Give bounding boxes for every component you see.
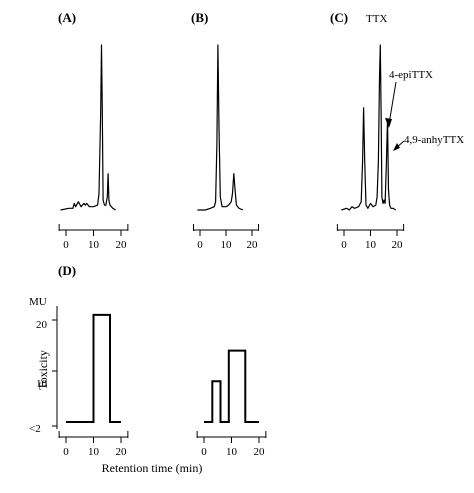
y-tick-label-20: 20 xyxy=(36,319,48,331)
anhyttx-arrowhead xyxy=(393,143,400,151)
toxicity-axis-title: Toxicity xyxy=(36,350,50,390)
panel-a-x-tick-label-10: 10 xyxy=(88,239,100,251)
panel-a-label: (A) xyxy=(58,10,76,25)
panel-b-x-tick-label-10: 10 xyxy=(221,239,233,251)
toxicity-unit: MU xyxy=(29,296,47,308)
panel-b-trace xyxy=(197,44,244,211)
panel-c-x-tick-label-10: 10 xyxy=(365,239,377,251)
toxicity-y-axis xyxy=(52,306,58,429)
epittx-arrowhead xyxy=(385,118,392,128)
epittx-arrow xyxy=(388,81,397,125)
panel-c-trace xyxy=(341,44,397,211)
toxicity-left-x-tick-label-0: 0 xyxy=(63,446,69,458)
panel-a-chart: 0 10 20 xyxy=(58,44,129,251)
toxicity-left-x-tick-label-20: 20 xyxy=(116,446,128,458)
toxicity-left-x-tick-label-10: 10 xyxy=(88,446,100,458)
panel-a-x-tick-label-20: 20 xyxy=(116,239,128,251)
panel-c-x-tick-label-20: 20 xyxy=(392,239,404,251)
y-tick-label-lt2: <2 xyxy=(29,423,41,435)
panel-d-label: (D) xyxy=(58,263,76,278)
panel-b-label: (B) xyxy=(191,10,208,25)
panel-c-x-tick-label-0: 0 xyxy=(341,239,347,251)
panel-b-x-tick-label-0: 0 xyxy=(197,239,203,251)
panel-a-x-tick-label-0: 0 xyxy=(63,239,69,251)
epittx-annotation: 4-epiTTX xyxy=(389,69,433,81)
toxicity-right-x-tick-label-0: 0 xyxy=(201,446,207,458)
panel-a-trace xyxy=(60,44,116,211)
toxicity-right-x-tick-label-10: 10 xyxy=(226,446,238,458)
panel-b-chart: 0 10 20 xyxy=(193,44,259,251)
panel-c-label: (C) xyxy=(330,10,348,25)
y-tick-label-10: 10 xyxy=(36,378,48,390)
toxicity-chart-left: 0 10 20 xyxy=(58,313,129,458)
toxicity-right-step xyxy=(204,349,259,423)
toxicity-left-step xyxy=(66,313,121,423)
toxicity-chart-right: 0 10 20 xyxy=(196,349,267,458)
toxicity-right-x-tick-label-20: 20 xyxy=(254,446,266,458)
panel-b-x-tick-label-20: 20 xyxy=(247,239,259,251)
ttx-annotation: TTX xyxy=(366,13,387,25)
x-axis-title: Retention time (min) xyxy=(102,461,203,475)
anhyttx-annotation: 4,9-anhyTTX xyxy=(404,134,464,146)
